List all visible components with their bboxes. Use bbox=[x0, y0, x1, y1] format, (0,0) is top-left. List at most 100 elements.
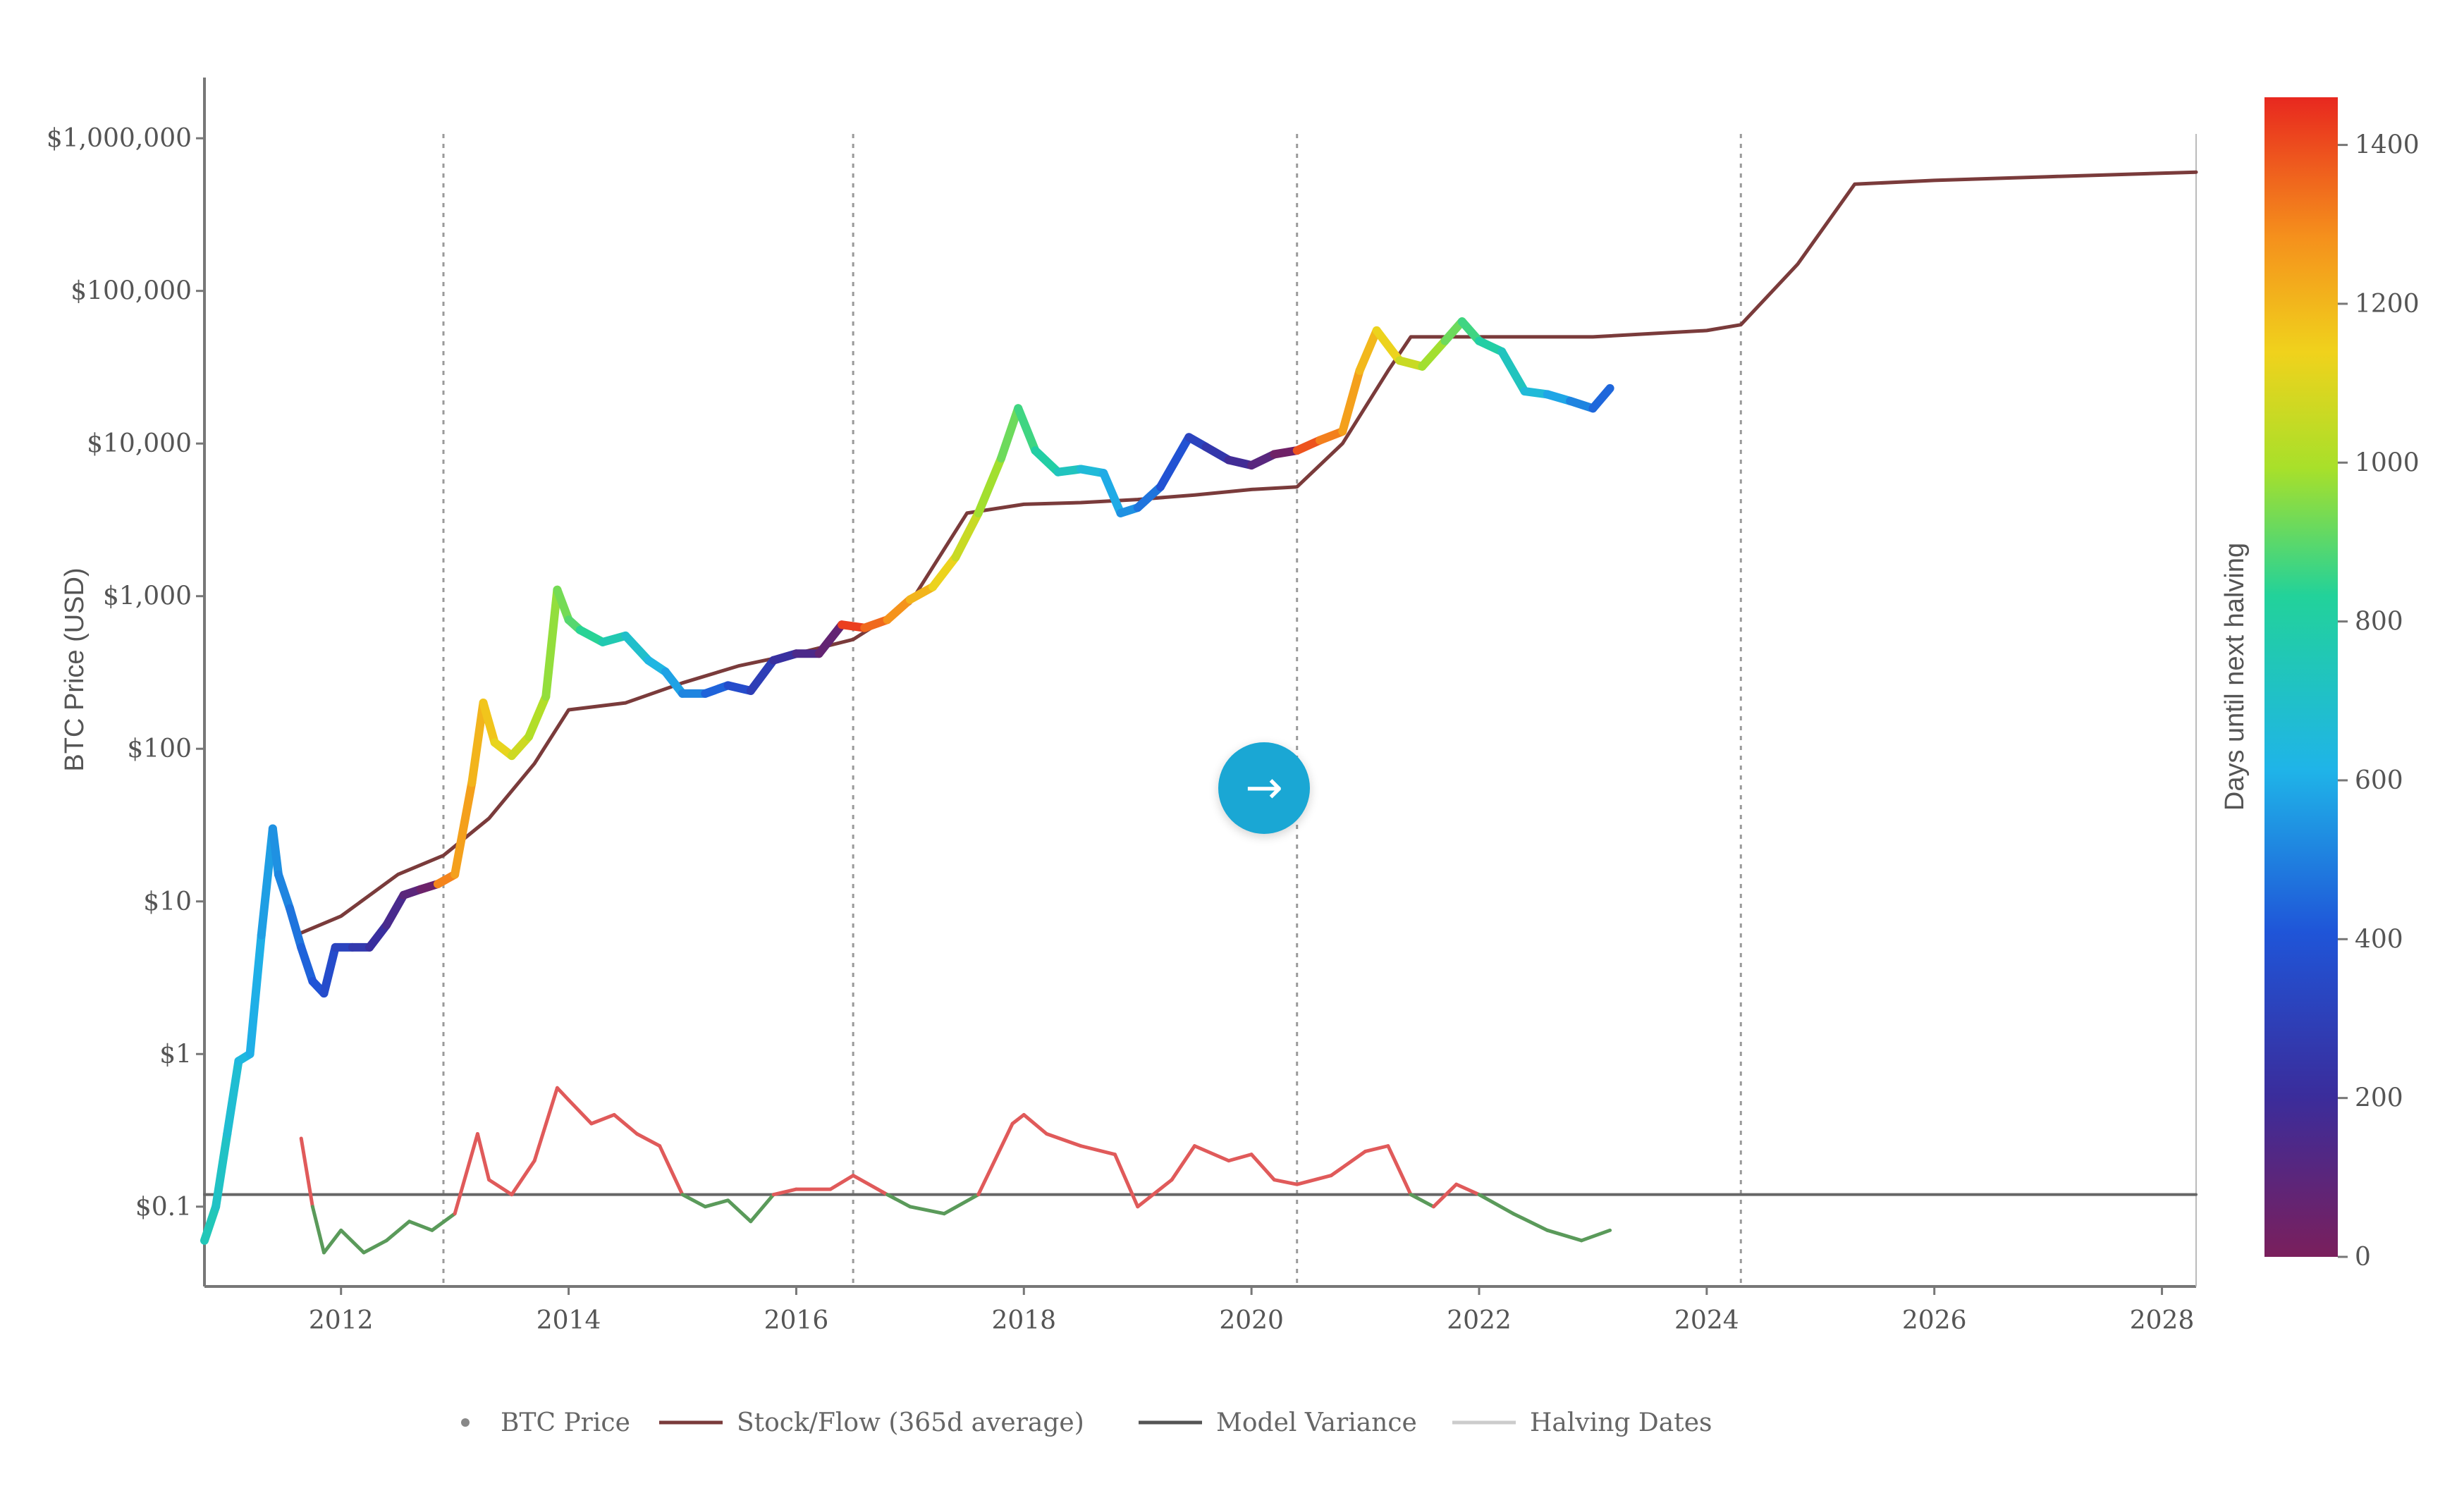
btc-price-segment-20 bbox=[467, 699, 488, 787]
btc-price-segment-45 bbox=[951, 508, 983, 562]
next-arrow-button[interactable]: → bbox=[1218, 742, 1310, 834]
btc-price-segment-26 bbox=[553, 585, 573, 625]
x-tick-label-6: 2024 bbox=[1674, 1306, 1739, 1335]
btc-price-segment-8 bbox=[286, 904, 306, 952]
btc-price-segment-75 bbox=[1588, 383, 1614, 413]
legend-label-1[interactable]: Stock/Flow (365d average) bbox=[737, 1408, 1084, 1437]
stock-flow-line bbox=[293, 170, 2198, 938]
btc-price-segment-25 bbox=[541, 585, 562, 701]
model-variance-segment-48 bbox=[1454, 1182, 1481, 1197]
btc-price-segment-68 bbox=[1440, 317, 1466, 345]
model-variance-segment-40 bbox=[1249, 1153, 1276, 1182]
model-variance-segment-12 bbox=[532, 1086, 559, 1163]
x-tick-label-8: 2028 bbox=[2130, 1306, 2195, 1335]
btc-price-segment-21 bbox=[479, 699, 499, 747]
model-variance-segment-28 bbox=[908, 1205, 946, 1216]
model-variance-segment-18 bbox=[658, 1144, 685, 1197]
model-variance-segment-6 bbox=[407, 1219, 434, 1232]
model-variance-segment-46 bbox=[1409, 1193, 1435, 1209]
axes: $1,000,000 $100,000 $10,000 $1,000 $100 $10 $1… bbox=[47, 78, 2197, 1335]
model-variance-segment-29 bbox=[942, 1193, 981, 1216]
model-variance-segment-13 bbox=[555, 1086, 571, 1102]
x-tick-label-7: 2026 bbox=[1902, 1306, 1967, 1335]
colorbar-tick-label-6: 1200 bbox=[2355, 290, 2420, 319]
btc-price-segment-65 bbox=[1372, 326, 1404, 365]
x-tick-label-1: 2014 bbox=[537, 1306, 601, 1335]
model-variance-segment-52 bbox=[1579, 1228, 1612, 1243]
y-axis-title: BTC Price (USD) bbox=[60, 567, 90, 771]
x-tick-label-5: 2022 bbox=[1447, 1306, 1512, 1335]
btc-price-segment-1 bbox=[212, 1129, 232, 1211]
model-variance-segment-16 bbox=[612, 1112, 639, 1136]
btc-price-segment-48 bbox=[1014, 404, 1040, 455]
model-variance-segment-33 bbox=[1045, 1131, 1083, 1148]
model-variance-segment-8 bbox=[453, 1131, 479, 1216]
model-variance-segment-19 bbox=[680, 1193, 707, 1209]
model-variance-segment-50 bbox=[1511, 1212, 1550, 1232]
legend-label-0[interactable]: BTC Price bbox=[501, 1408, 630, 1437]
btc-price-segment-2 bbox=[223, 1057, 243, 1138]
legend-label-2[interactable]: Model Variance bbox=[1216, 1408, 1417, 1437]
btc-price-segment-47 bbox=[997, 404, 1023, 463]
btc-price-segment-67 bbox=[1418, 336, 1449, 371]
y-tick-label-1: $100,000 bbox=[71, 277, 192, 306]
colorbar-tick-label-5: 1000 bbox=[2355, 448, 2420, 477]
model-variance-segment-34 bbox=[1079, 1144, 1117, 1157]
model-variance-segment-30 bbox=[976, 1122, 1015, 1197]
x-tick-label-2: 2016 bbox=[764, 1306, 829, 1335]
btc-price-segment-39 bbox=[814, 620, 846, 658]
model-variance-segment-43 bbox=[1329, 1149, 1368, 1178]
colorbar-tick-label-3: 600 bbox=[2355, 766, 2403, 795]
model-variance-segment-35 bbox=[1113, 1153, 1140, 1209]
y-tick-label-6: $1 bbox=[159, 1040, 192, 1069]
colorbar-tick-label-0: 0 bbox=[2355, 1243, 2371, 1272]
btc-price-segment-15 bbox=[382, 890, 408, 930]
model-variance-segment-36 bbox=[1136, 1178, 1174, 1209]
btc-price-segment-0 bbox=[200, 1202, 221, 1245]
model-variance-segment-7 bbox=[430, 1212, 457, 1232]
model-variance-segment-41 bbox=[1272, 1178, 1299, 1186]
colorbar-gradient bbox=[2264, 97, 2338, 1257]
btc-price-segment-30 bbox=[621, 631, 653, 665]
colorbar-tick-label-7: 1400 bbox=[2355, 131, 2420, 160]
btc-price-segment-6 bbox=[268, 824, 283, 879]
model-variance-segment-20 bbox=[703, 1198, 730, 1209]
model-variance-segment-42 bbox=[1295, 1174, 1333, 1186]
colorbar-tick-label-2: 400 bbox=[2355, 925, 2403, 954]
legend: BTC Price Stock/Flow (365d average) Model … bbox=[461, 1408, 1712, 1437]
btc-price-segment-11 bbox=[319, 942, 340, 998]
model-variance-segment-22 bbox=[749, 1193, 776, 1224]
model-variance-segment-3 bbox=[339, 1228, 366, 1255]
model-variance-segment-11 bbox=[510, 1159, 537, 1197]
btc-price-segment-49 bbox=[1031, 446, 1062, 477]
legend-label-3[interactable]: Halving Dates bbox=[1530, 1408, 1712, 1437]
btc-price-segment-52 bbox=[1099, 469, 1125, 517]
model-variance-segment-38 bbox=[1192, 1144, 1231, 1163]
btc-price-segment-28 bbox=[575, 625, 607, 646]
btc-price-segment-69 bbox=[1457, 317, 1483, 345]
colorbar: 0 200 400 600 800 1000 1200 1400 bbox=[2264, 97, 2420, 1272]
model-variance-segment-51 bbox=[1545, 1228, 1583, 1243]
y-tick-label-7: $0.1 bbox=[135, 1193, 192, 1222]
x-tick-label-0: 2012 bbox=[309, 1306, 374, 1335]
model-variance-segment-17 bbox=[635, 1131, 662, 1148]
model-variance-segment-21 bbox=[726, 1198, 753, 1224]
model-variance-segment-39 bbox=[1227, 1153, 1254, 1163]
btc-price-segment-57 bbox=[1201, 443, 1233, 465]
halving-lines bbox=[442, 134, 1742, 1286]
model-variance-segment-25 bbox=[828, 1174, 855, 1191]
btc-price-segment-71 bbox=[1497, 347, 1529, 396]
model-variance-segment-0 bbox=[299, 1136, 314, 1209]
y-tick-label-3: $1,000 bbox=[103, 582, 192, 611]
model-variance-segment-2 bbox=[322, 1228, 343, 1255]
model-variance-segment-44 bbox=[1363, 1144, 1390, 1153]
y-tick-label-0: $1,000,000 bbox=[47, 124, 192, 153]
model-variance-series bbox=[203, 1086, 2198, 1255]
colorbar-tick-label-1: 200 bbox=[2355, 1084, 2403, 1113]
y-tick-label-5: $10 bbox=[143, 887, 192, 916]
colorbar-title: Days until next halving bbox=[2220, 543, 2250, 811]
btc-price-series bbox=[200, 317, 1614, 1245]
model-variance-segment-45 bbox=[1386, 1144, 1413, 1197]
